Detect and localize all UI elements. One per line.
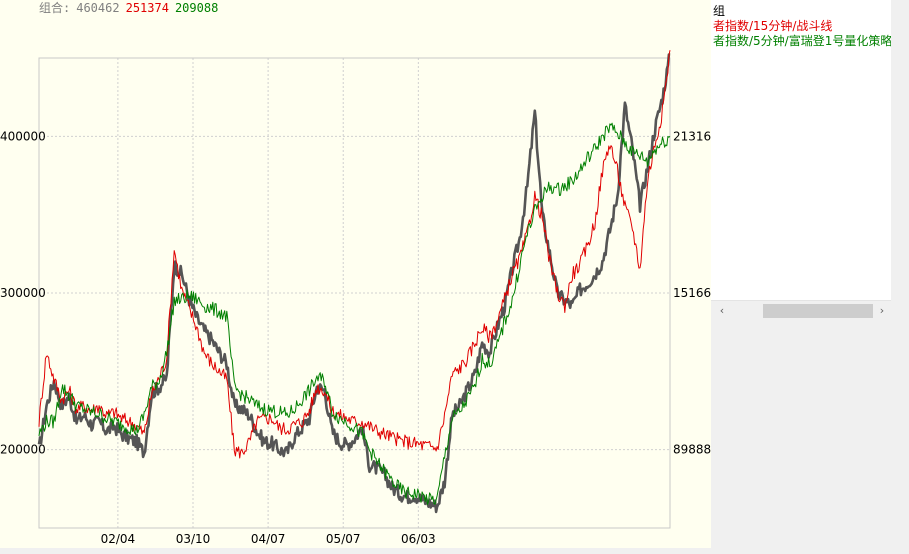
line-chart: 200000 89888 300000 151661 400000 213162 02/04… [0, 50, 711, 546]
legend-item-green[interactable]: 者指数/5分钟/富瑞登1号量化策略 [713, 34, 891, 48]
right-gutter [891, 0, 909, 300]
y-tick-left: 200000 [0, 443, 46, 457]
y-tick-right: 89888 [673, 443, 711, 457]
chart-header: 组合: 460462 251374 209088 [39, 0, 224, 16]
x-tick-label: 03/10 [176, 532, 211, 546]
series-line-2 [38, 122, 671, 505]
chevron-left-icon[interactable]: ‹ [719, 304, 725, 317]
header-value-combo: 460462 [76, 1, 120, 15]
horizontal-scrollbar[interactable]: ‹ › [711, 300, 891, 321]
chevron-right-icon[interactable]: › [879, 304, 885, 317]
legend-panel: 组 者指数/15分钟/战斗线 者指数/5分钟/富瑞登1号量化策略 [711, 0, 891, 300]
header-value-red: 251374 [125, 1, 169, 15]
x-tick-label: 05/07 [326, 532, 361, 546]
chart-area: 200000 89888 300000 151661 400000 213162 02/04… [0, 0, 711, 548]
y-tick-right: 151661 [673, 286, 711, 300]
header-label: 组合: [39, 1, 71, 15]
y-tick-left: 400000 [0, 129, 46, 143]
x-tick-label: 04/07 [251, 532, 286, 546]
series-line-0 [37, 53, 671, 514]
x-tick-label: 06/03 [401, 532, 436, 546]
bottom-gutter [0, 548, 909, 554]
y-tick-left: 300000 [0, 286, 46, 300]
legend-item-combo[interactable]: 组 [713, 4, 726, 18]
x-tick-label: 02/04 [101, 532, 136, 546]
legend-item-red[interactable]: 者指数/15分钟/战斗线 [713, 19, 833, 33]
header-value-green: 209088 [174, 1, 219, 15]
plot-frame [38, 57, 671, 529]
scrollbar-thumb[interactable] [763, 304, 873, 318]
y-tick-right: 213162 [673, 129, 711, 143]
series-line-1 [38, 50, 671, 459]
